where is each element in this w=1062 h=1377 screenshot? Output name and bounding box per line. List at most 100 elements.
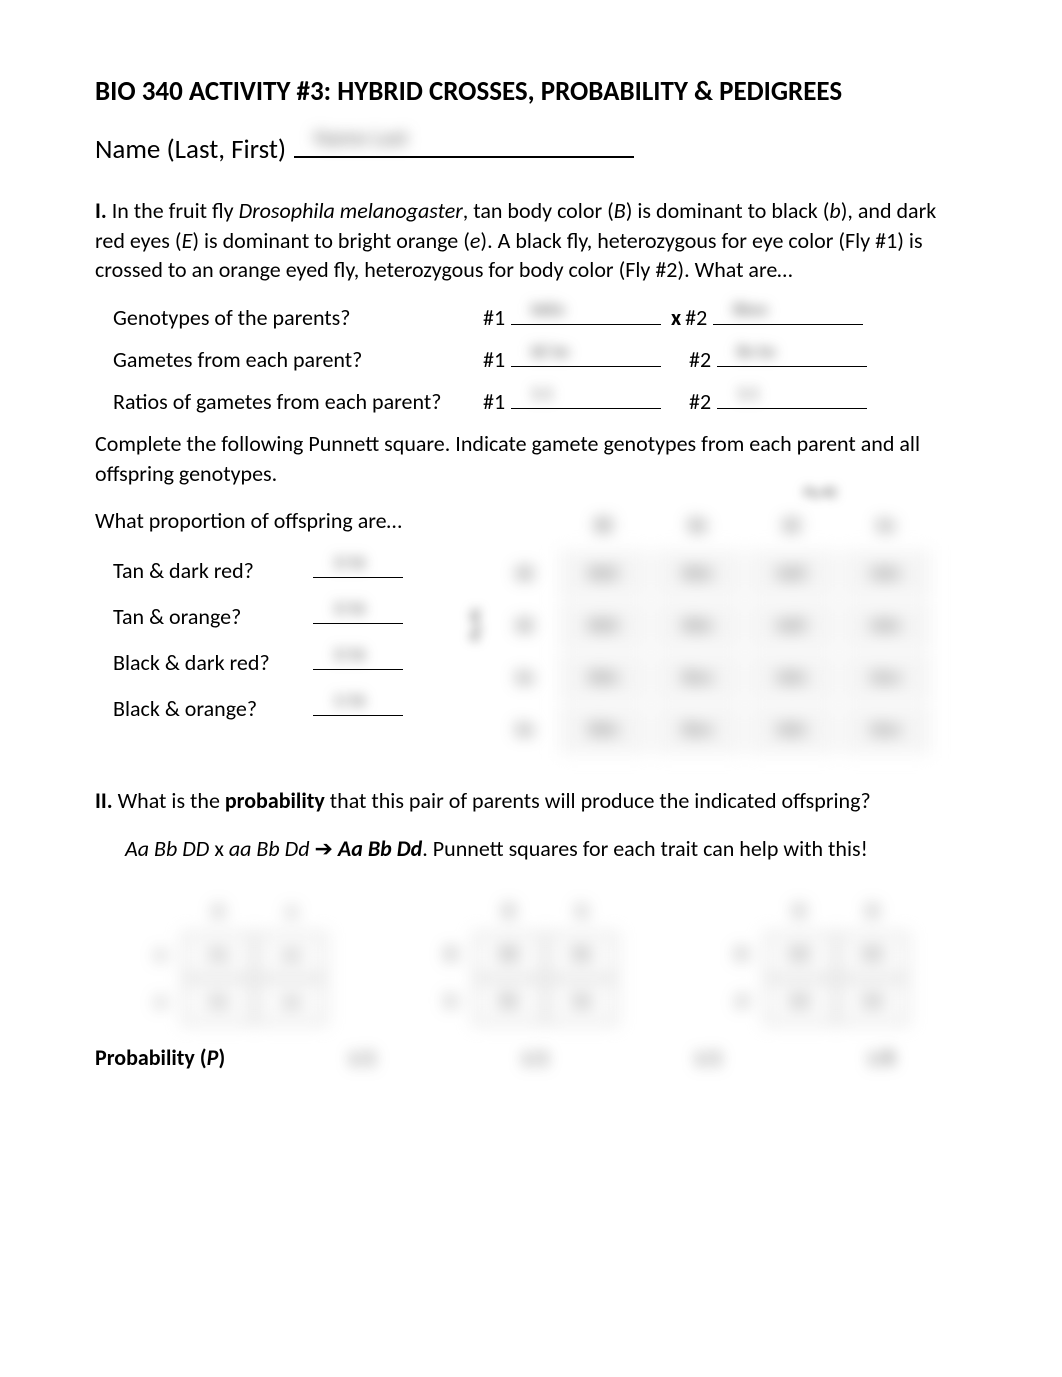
probability-row: Probability (P) 1/2 1/2 1/2 1/8 [95,1044,967,1071]
prop-ans-1: 3/16 [333,598,365,619]
cross-arrow: ➔ [310,835,338,862]
ans-3a: 1:1 [531,383,553,404]
mini-cell: aa [256,980,326,1024]
mini-col-head: D [838,894,908,930]
n1b: #1 [483,346,511,373]
name-label: Name (Last, First) [95,133,286,166]
punnett-col-head: be [841,506,931,546]
prob-label-p: P [207,1044,219,1071]
ans-1b: Bbee [733,299,768,320]
side-axis: Fly #1 [467,608,484,641]
punnett-row-head: bE [495,550,555,598]
punnett-cell: BbEe [559,654,649,702]
cross-p3: Aa Bb Dd [338,835,422,862]
punnett-cell: BbEE [559,550,649,598]
section2-text: II. What is the probability that this pa… [95,786,967,816]
s1-species: Drosophila melanogaster [239,197,463,224]
page-title: BIO 340 ACTIVITY #3: HYBRID CROSSES, PRO… [95,75,967,108]
prop-row-3: Black & orange? 1/16 [95,694,495,722]
punnett-cell: BbEE [559,602,649,650]
prop-label-1: Tan & orange? [113,603,313,630]
gametes-row: Gametes from each parent? #1 bE be #2 Be… [95,345,967,373]
mini-cell: Aa [183,980,253,1024]
prop-label-2: Black & dark red? [113,649,313,676]
prob-label-a: Probability ( [95,1044,207,1071]
mini-row-head: d [722,980,762,1024]
punnett-cell: bbEE [747,602,837,650]
n1: #1 [483,304,511,331]
prob-val-2: 1/2 [648,1047,768,1071]
prop-blank-3[interactable]: 1/16 [313,694,403,716]
mini-row-head: b [431,980,471,1024]
mini-cell: BB [474,933,544,977]
punnett-cell: BbEe [653,550,743,598]
prop-question: What proportion of offspring are… [95,506,495,536]
punnett-cell: Bbee [653,706,743,754]
punnett-cell: BbEe [559,706,649,754]
punnett-cell: bbEe [747,706,837,754]
mini-col-head: D [765,894,835,930]
n2: #2 [685,304,713,331]
prop-label-3: Black & orange? [113,695,313,722]
mini-cell: Bb [474,980,544,1024]
s2-tb: probability [225,787,325,814]
name-value-blurred: Name Last [314,124,408,151]
prop-blank-2[interactable]: 3/16 [313,648,403,670]
mini-cell: Aa [183,933,253,977]
s1-t2: , tan body color ( [463,197,614,224]
s1-b: b [829,197,840,224]
mini-cell: DD [765,933,835,977]
ans-2a: bE be [531,341,569,362]
s2-ta: What is the [113,787,225,814]
prob-label: Probability (P) [95,1044,275,1071]
name-blank[interactable]: Name Last [294,130,634,158]
punnett-cell: bbEe [841,602,931,650]
three-punnett: AaaAaaaaAaaaBbBBBBbbBbbbDDDDDDDdDdDd [95,894,967,1024]
mini-row-head: B [431,933,471,977]
prop-blank-1[interactable]: 3/16 [313,602,403,624]
punnett-col-head: BE [559,506,649,546]
prop-ans-3: 1/16 [333,690,365,711]
ratios-row: Ratios of gametes from each parent? #1 1… [95,387,967,415]
genotype-row: Genotypes of the parents? #1 bbEe x #2 B… [95,303,967,331]
left-col: What proportion of offspring are… Tan & … [95,506,495,756]
blank-2b[interactable]: Be be [717,345,867,367]
s1-t1: In the fruit fly [107,197,239,224]
blank-3a[interactable]: 1:1 [511,387,661,409]
prob-vals: 1/2 1/2 1/2 1/8 [275,1047,967,1071]
ans-3b: 1:1 [737,383,759,404]
punnett-cell: bbee [841,654,931,702]
mini-cell: DD [838,933,908,977]
two-col: What proportion of offspring are… Tan & … [95,506,967,756]
s1-t3: ) is dominant to black ( [626,197,830,224]
prob-val-1: 1/2 [475,1047,595,1071]
mini-punnett: AaaAaaaaAaaa [140,894,340,1024]
blank-3b[interactable]: 1:1 [717,387,867,409]
prop-ans-0: 3/16 [333,552,365,573]
ratios-label: Ratios of gametes from each parent? [113,388,483,415]
ans-2b: Be be [737,341,776,362]
cross-line: Aa Bb DD x aa Bb Dd ➔ Aa Bb Dd. Punnett … [95,834,967,864]
mini-col-head: A [183,894,253,930]
blank-1a[interactable]: bbEe [511,303,661,325]
name-line: Name (Last, First) Name Last [95,130,967,166]
punnett-row-head: bE [495,602,555,650]
mini-cell: Dd [838,980,908,1024]
punnett-cell: bbEE [747,550,837,598]
mini-col-head: a [256,894,326,930]
punnett-cell: BbEe [653,602,743,650]
s1-B: B [614,197,626,224]
genotype-label: Genotypes of the parents? [113,304,483,331]
s1-e: e [470,227,481,254]
blank-1b[interactable]: Bbee [713,303,863,325]
prop-blank-0[interactable]: 3/16 [313,556,403,578]
punnett-cell: bbEe [841,550,931,598]
cross-p2: aa Bb Dd [229,835,310,862]
blank-2a[interactable]: bE be [511,345,661,367]
prop-row-2: Black & dark red? 3/16 [95,648,495,676]
punnett-cell: bbee [841,706,931,754]
section1-text: I. In the fruit fly Drosophila melanogas… [95,196,967,285]
punnett-cell: Bbee [653,654,743,702]
mini-cell: aa [256,933,326,977]
top-axis: Fly #2 [804,484,837,501]
